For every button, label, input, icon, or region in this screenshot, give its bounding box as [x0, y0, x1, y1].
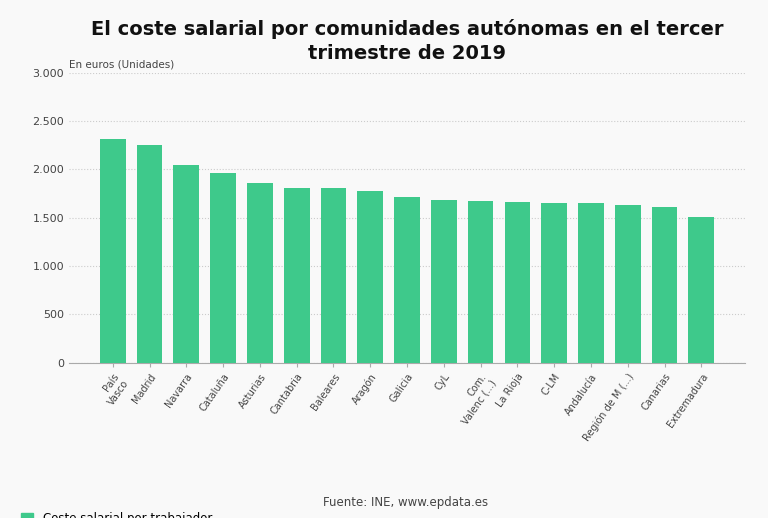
Bar — [284, 188, 310, 363]
Bar — [578, 203, 604, 363]
Bar — [394, 197, 420, 363]
Bar — [541, 203, 567, 363]
Bar — [468, 200, 494, 363]
Bar — [100, 139, 126, 363]
Bar — [137, 145, 162, 363]
Bar — [505, 202, 530, 363]
Bar — [320, 188, 346, 363]
Title: El coste salarial por comunidades autónomas en el tercer
trimestre de 2019: El coste salarial por comunidades autóno… — [91, 19, 723, 63]
Bar — [615, 205, 641, 363]
Bar — [688, 217, 714, 363]
Bar — [210, 172, 236, 363]
Legend: Coste salarial por trabajador: Coste salarial por trabajador — [22, 512, 212, 518]
Bar — [652, 207, 677, 363]
Bar — [357, 191, 383, 363]
Bar — [431, 200, 457, 363]
Bar — [174, 165, 199, 363]
Text: En euros (Unidades): En euros (Unidades) — [69, 60, 174, 69]
Bar — [247, 183, 273, 363]
Text: Fuente: INE, www.epdata.es: Fuente: INE, www.epdata.es — [323, 496, 488, 509]
